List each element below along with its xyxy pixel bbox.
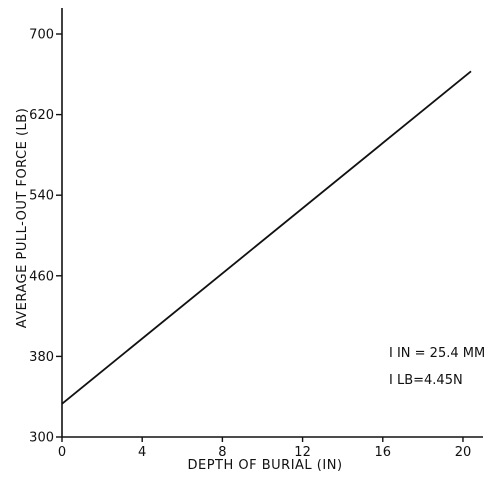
x-tick-label: 0: [58, 445, 66, 460]
y-tick-label: 540: [29, 189, 54, 204]
x-tick-label: 4: [138, 445, 146, 460]
chart-axes: [61, 8, 483, 438]
x-tick-label: 12: [294, 445, 311, 460]
x-tick-label: 8: [218, 445, 226, 460]
unit-note-pound: I LB=4.45N: [389, 373, 463, 388]
y-tick-label: 300: [29, 431, 54, 446]
unit-note-inch: I IN = 25.4 MM: [389, 346, 485, 361]
y-tick-label: 700: [29, 28, 54, 43]
series-line: [61, 70, 472, 405]
x-axis-title: DEPTH OF BURIAL (IN): [187, 458, 342, 473]
chart-tick-labels: 300 380 460 540 620 700 0 4 8 12 16 20: [29, 28, 471, 461]
x-tick-label: 20: [455, 445, 472, 460]
x-tick-label: 16: [374, 445, 391, 460]
chart-series: [61, 70, 472, 405]
y-axis-title: AVERAGE PULL-OUT FORCE (LB): [15, 108, 30, 329]
y-tick-label: 380: [29, 350, 54, 365]
y-tick-label: 460: [29, 269, 54, 284]
chart-ticks: [56, 33, 464, 442]
y-tick-label: 620: [29, 108, 54, 123]
